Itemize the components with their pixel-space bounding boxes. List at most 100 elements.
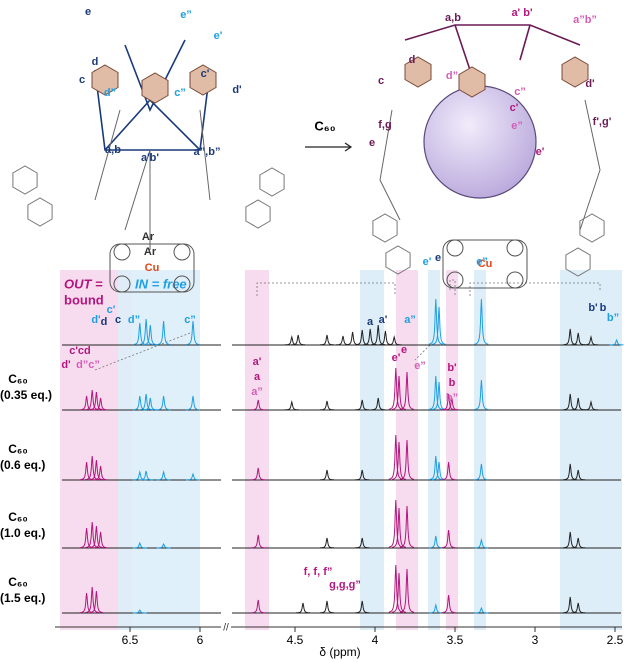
complex-label: a”b”	[573, 14, 597, 26]
peak	[320, 470, 334, 480]
peak-label: a	[254, 371, 261, 383]
peak-label: b”	[446, 392, 458, 404]
page: OUT = bound IN = free // δ (ppm) C₆₀ e e”…	[0, 0, 624, 662]
peak-label: e'	[423, 256, 432, 268]
host-label: d”	[104, 87, 116, 99]
linkers	[95, 110, 210, 250]
pyrrole	[114, 244, 130, 260]
x-tick-label: 6	[197, 633, 204, 647]
host-label: Ar	[144, 246, 157, 258]
complex-label: c”	[514, 86, 526, 98]
peak	[336, 336, 350, 345]
peak-label: c”	[184, 314, 196, 326]
complex-label: e'	[536, 146, 545, 158]
host-label: Ar	[142, 231, 155, 243]
peak-label: d'	[91, 314, 101, 326]
complex-label: d”	[446, 70, 458, 82]
peak-label: b'	[447, 362, 457, 374]
axis-break: //	[223, 623, 229, 634]
peak-label: c'cd	[69, 345, 91, 357]
peak-label: a	[367, 316, 374, 328]
trace-label: (1.5 eq.)	[0, 591, 45, 605]
region	[560, 270, 622, 630]
molecules	[13, 25, 604, 292]
ring	[260, 168, 284, 196]
region	[245, 270, 269, 630]
peak	[285, 402, 299, 410]
peak-label: b”	[607, 312, 619, 324]
figure: OUT = bound IN = free // δ (ppm) C₆₀ e e”…	[0, 0, 624, 662]
complex-label: f',g'	[593, 116, 612, 128]
peak	[346, 332, 360, 345]
ring	[386, 246, 410, 274]
host-label: c'	[201, 68, 210, 80]
x-tick-label: 4.5	[287, 633, 304, 647]
ring	[246, 200, 270, 228]
peak	[320, 538, 334, 548]
ring	[562, 57, 588, 87]
peak	[320, 401, 334, 410]
peak-label: d”	[128, 314, 140, 326]
pyrrole	[447, 240, 463, 256]
host-label: c”	[174, 87, 186, 99]
peak-label: b'	[588, 302, 598, 314]
peak-label: d	[101, 316, 108, 328]
ring	[28, 198, 52, 226]
trace-label: (0.6 eq.)	[0, 458, 45, 472]
pyrrole	[507, 272, 523, 288]
complex-label: a' b'	[511, 7, 533, 19]
x-axis-label: δ (ppm)	[319, 645, 360, 659]
regions	[60, 270, 622, 630]
host-label: a”,b”	[194, 146, 221, 158]
region-in-label: IN = free	[135, 276, 187, 291]
trace-label: (1.0 eq.)	[0, 526, 45, 540]
region-out-label: OUT =	[64, 276, 103, 291]
host-label: d	[92, 56, 99, 68]
c60	[424, 86, 536, 198]
peak-label: e	[435, 252, 441, 264]
peak-label: a”	[404, 314, 416, 326]
peak-label: e'	[392, 352, 401, 364]
peak-label: f, f, f”	[304, 566, 333, 578]
host-label: e	[85, 6, 91, 18]
peak-label: e”	[476, 256, 488, 268]
host-label: a'b'	[141, 152, 159, 164]
trace-label: C₆₀	[8, 575, 28, 589]
complex-label: c	[378, 75, 384, 87]
peak-label: a”	[251, 386, 263, 398]
peak-label: d'	[61, 359, 71, 371]
x-tick-label: 6.5	[122, 633, 139, 647]
peak-label: e	[401, 344, 407, 356]
pyrrole	[174, 244, 190, 260]
host-label: Cu	[145, 262, 160, 274]
host-label: a,b	[105, 144, 121, 156]
x-tick-label: 3.5	[447, 633, 464, 647]
host-label: e”	[180, 9, 192, 21]
region-out-label: bound	[64, 292, 104, 307]
peak	[320, 335, 334, 345]
peak-label: c	[115, 314, 121, 326]
peak-label: a'	[379, 314, 388, 326]
peak-label: a'	[253, 356, 262, 368]
peak-label: b	[449, 377, 456, 389]
pyrrole	[507, 240, 523, 256]
trace-label: C₆₀	[8, 442, 28, 456]
complex-label: c'	[510, 102, 519, 114]
complex-label: e”	[511, 120, 523, 132]
x-tick-label: 4	[372, 633, 379, 647]
ring	[13, 166, 37, 194]
peak-label: e”	[414, 360, 426, 372]
x-tick-label: 2.5	[607, 633, 624, 647]
trace-label: C₆₀	[8, 510, 28, 524]
trace-label: (0.35 eq.)	[0, 388, 52, 402]
peak-label: d”c”	[76, 359, 100, 371]
complex-label: a,b	[445, 12, 461, 24]
arrow-label: C₆₀	[314, 118, 335, 133]
bridges	[405, 25, 580, 70]
complex-label: f,g	[378, 119, 391, 131]
region	[446, 270, 458, 630]
host-label: e'	[214, 30, 223, 42]
host-label: c	[79, 74, 85, 86]
peak-label: g,g,g”	[329, 579, 361, 591]
complex-label: d	[409, 54, 416, 66]
